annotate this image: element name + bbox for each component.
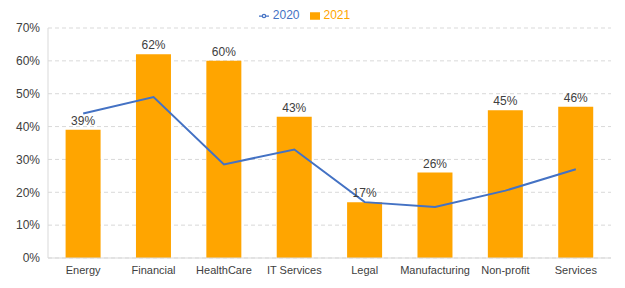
svg-text:10%: 10% (16, 218, 40, 232)
svg-text:50%: 50% (16, 87, 40, 101)
svg-text:Non-profit: Non-profit (481, 264, 529, 276)
svg-text:Manufacturing: Manufacturing (400, 264, 470, 276)
svg-text:60%: 60% (212, 45, 236, 59)
svg-text:Energy: Energy (66, 264, 101, 276)
svg-text:60%: 60% (16, 54, 40, 68)
html-text:2021: 2021 (323, 8, 351, 22)
svg-text:62%: 62% (141, 38, 165, 52)
svg-text:0%: 0% (23, 251, 41, 265)
html-text:2020: 2020 (272, 8, 300, 22)
svg-text:IT Services: IT Services (267, 264, 322, 276)
svg-text:70%: 70% (16, 21, 40, 35)
svg-text:30%: 30% (16, 153, 40, 167)
svg-text:45%: 45% (493, 94, 517, 108)
svg-text:HealthCare: HealthCare (196, 264, 252, 276)
svg-text:Financial: Financial (132, 264, 176, 276)
svg-text:17%: 17% (353, 186, 377, 200)
svg-text:39%: 39% (71, 114, 95, 128)
svg-text:20%: 20% (16, 186, 40, 200)
svg-text:46%: 46% (564, 91, 588, 105)
svg-text:43%: 43% (282, 101, 306, 115)
svg-text:40%: 40% (16, 120, 40, 134)
svg-text:Services: Services (555, 264, 598, 276)
svg-text:26%: 26% (423, 157, 447, 171)
svg-text:Legal: Legal (351, 264, 378, 276)
